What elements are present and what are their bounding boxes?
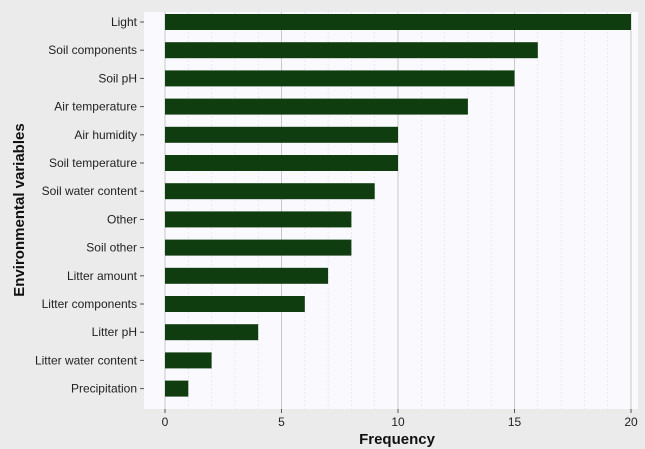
bar-other [165, 211, 352, 228]
x-tick-label: 15 [508, 415, 522, 429]
bar-soil-other [165, 239, 352, 256]
y-tick-label: Soil water content [42, 184, 138, 198]
bar-litter-amount [165, 267, 329, 284]
y-tick-label: Soil components [48, 43, 137, 57]
y-tick-label: Litter water content [35, 353, 138, 367]
bar-litter-ph [165, 324, 259, 341]
bars [165, 14, 631, 397]
y-tick-label: Other [107, 212, 137, 226]
bar-soil-ph [165, 70, 515, 87]
bar-soil-components [165, 42, 538, 59]
bar-light [165, 14, 631, 30]
x-tick-label: 5 [278, 415, 285, 429]
y-tick-label: Soil other [86, 241, 137, 255]
y-tick-labels: Light Soil components Soil pH Air temperatu… [35, 15, 144, 396]
bar-litter-water-content [165, 352, 212, 369]
y-tick-label: Litter pH [92, 325, 137, 339]
x-tick-label: 10 [391, 415, 405, 429]
y-axis-title: Environmental variables [11, 123, 28, 296]
x-tick-labels: 0 5 10 15 20 [162, 409, 638, 429]
y-tick-label: Air humidity [74, 128, 137, 142]
x-tick-label: 20 [624, 415, 638, 429]
bar-litter-components [165, 296, 305, 312]
bar-air-humidity [165, 126, 398, 143]
y-tick-label: Litter components [42, 297, 137, 311]
y-tick-label: Soil temperature [49, 156, 137, 170]
bar-air-temperature [165, 98, 468, 115]
y-tick-label: Light [111, 15, 138, 29]
y-tick-label: Litter amount [67, 269, 138, 283]
y-tick-label: Air temperature [54, 100, 137, 114]
x-tick-label: 0 [162, 415, 169, 429]
x-axis-title: Frequency [359, 431, 436, 448]
bar-soil-temperature [165, 155, 398, 171]
y-tick-label: Precipitation [71, 382, 137, 396]
bar-precipitation [165, 380, 189, 397]
bar-soil-water-content [165, 183, 375, 200]
y-tick-label: Soil pH [98, 71, 137, 85]
